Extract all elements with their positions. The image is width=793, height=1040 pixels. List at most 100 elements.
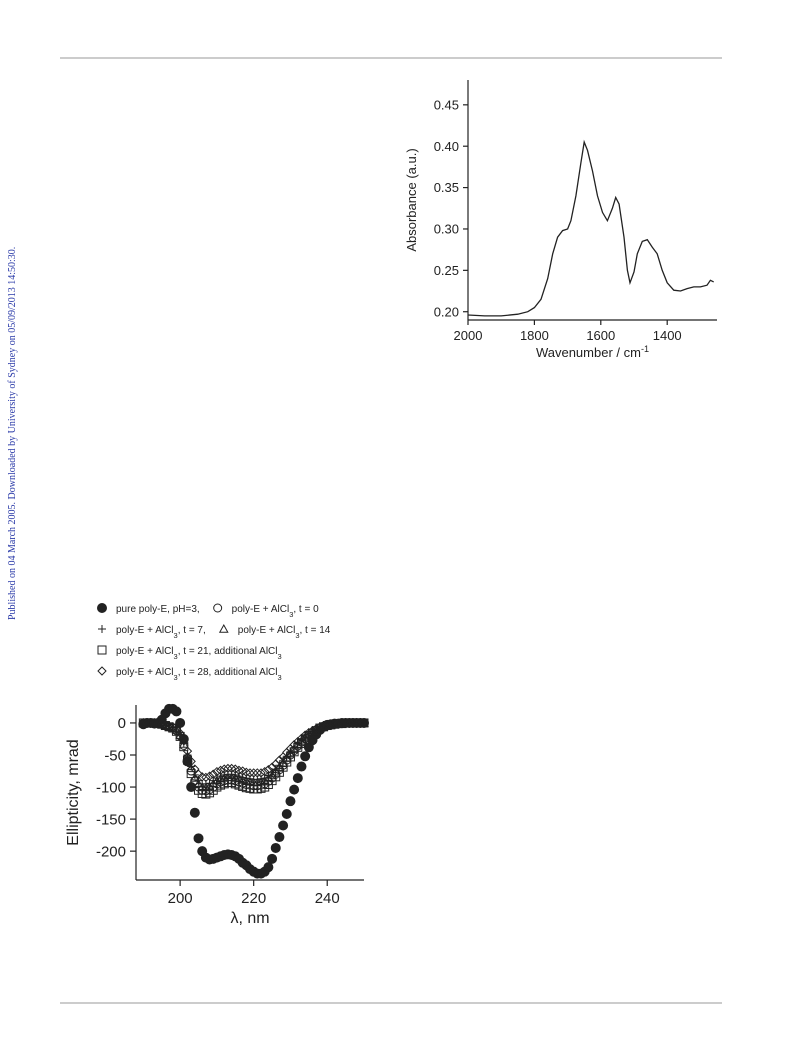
data-point <box>219 764 229 774</box>
data-point <box>153 718 163 729</box>
data-point <box>351 718 362 728</box>
data-point <box>138 718 149 728</box>
y-tick-label: 0 <box>118 715 126 732</box>
x-tick-label: 1600 <box>586 328 615 343</box>
legend-marker <box>97 645 107 655</box>
data-point <box>300 730 310 740</box>
data-point <box>142 718 152 728</box>
data-point <box>355 718 366 728</box>
data-point <box>146 718 156 728</box>
x-axis-label: λ, nm <box>230 910 269 927</box>
y-tick-label: 0.45 <box>434 97 459 112</box>
data-point <box>186 756 196 767</box>
data-point <box>315 722 325 732</box>
x-axis-label-text: Wavenumber / cm <box>536 345 641 360</box>
x-tick-label: 2000 <box>454 328 483 343</box>
x-tick-label: 220 <box>241 890 266 907</box>
data-point <box>326 719 336 729</box>
data-point <box>201 772 211 783</box>
data-point <box>223 763 233 774</box>
data-point <box>292 773 303 784</box>
data-point <box>322 720 332 730</box>
data-point <box>348 718 358 728</box>
data-point <box>340 718 351 728</box>
data-point <box>333 718 343 729</box>
data-point <box>263 862 274 873</box>
data-point <box>190 764 200 774</box>
data-point <box>193 769 204 779</box>
y-tick-label: 0.35 <box>434 180 459 195</box>
data-point <box>359 718 369 728</box>
x-axis-label-superscript: -1 <box>641 344 649 354</box>
data-point <box>149 718 160 728</box>
y-tick-label: 0.30 <box>434 222 459 237</box>
y-tick-label: -150 <box>96 811 126 828</box>
data-point <box>178 739 189 748</box>
data-point <box>168 722 178 732</box>
data-point <box>318 721 329 731</box>
x-tick-label: 1800 <box>520 328 549 343</box>
y-tick-label: -100 <box>96 779 126 796</box>
data-point <box>296 733 307 744</box>
y-tick-label: 0.25 <box>434 263 459 278</box>
data-point <box>186 763 197 773</box>
legend-label: pure poly-E, pH=3, <box>116 604 200 615</box>
spectrum-line <box>467 139 714 317</box>
data-point <box>241 767 252 778</box>
data-point <box>274 755 285 765</box>
data-point <box>274 832 285 843</box>
data-point <box>270 842 281 853</box>
data-point <box>175 728 185 738</box>
legend-label: poly-E + AlCl3, t = 7, <box>116 625 206 640</box>
data-point <box>263 765 274 775</box>
legend-marker <box>218 623 229 633</box>
data-point <box>285 796 296 807</box>
data-point <box>300 751 311 762</box>
y-tick-label: -200 <box>96 843 126 860</box>
data-point <box>171 706 182 717</box>
data-point <box>197 772 207 782</box>
data-point <box>193 833 204 844</box>
data-point <box>281 808 292 819</box>
legend-label: poly-E + AlCl3, t = 21, additional AlCl3 <box>116 646 282 661</box>
y-tick-label: -50 <box>104 747 126 764</box>
data-point <box>304 727 314 738</box>
data-point <box>215 765 226 776</box>
data-point <box>289 784 300 795</box>
y-axis-label: Ellipticity, mrad <box>65 739 82 845</box>
legend-label: poly-E + AlCl3, t = 28, additional AlCl3 <box>116 667 282 682</box>
data-point <box>182 755 192 765</box>
x-tick-label: 200 <box>168 890 193 907</box>
legend-marker <box>213 603 223 613</box>
data-point <box>311 724 321 734</box>
data-point <box>204 771 215 781</box>
legend-marker <box>98 625 106 633</box>
data-point <box>329 719 340 729</box>
data-point <box>226 763 237 774</box>
data-point <box>208 769 218 779</box>
legend-label: poly-E + AlCl3, t = 14 <box>238 625 331 640</box>
data-point <box>307 725 318 736</box>
data-point <box>293 736 303 747</box>
legend-marker <box>97 666 107 676</box>
data-point <box>245 768 255 778</box>
legend-marker <box>97 603 107 613</box>
x-tick-label: 1400 <box>653 328 682 343</box>
data-point <box>157 719 167 729</box>
data-point <box>344 718 354 728</box>
data-point <box>164 721 174 731</box>
data-point <box>182 746 193 756</box>
data-point <box>278 820 289 831</box>
data-point <box>260 766 270 777</box>
data-point <box>234 765 244 776</box>
side-note: Published on 04 March 2005. Downloaded b… <box>7 247 18 620</box>
x-axis-label: Wavenumber / cm-1 <box>536 344 649 360</box>
data-point <box>179 736 189 746</box>
data-point <box>212 766 222 777</box>
y-tick-label: 0.40 <box>434 139 459 154</box>
legend-label: poly-E + AlCl3, t = 0 <box>232 604 319 619</box>
data-point <box>267 853 278 864</box>
data-point <box>248 768 259 778</box>
